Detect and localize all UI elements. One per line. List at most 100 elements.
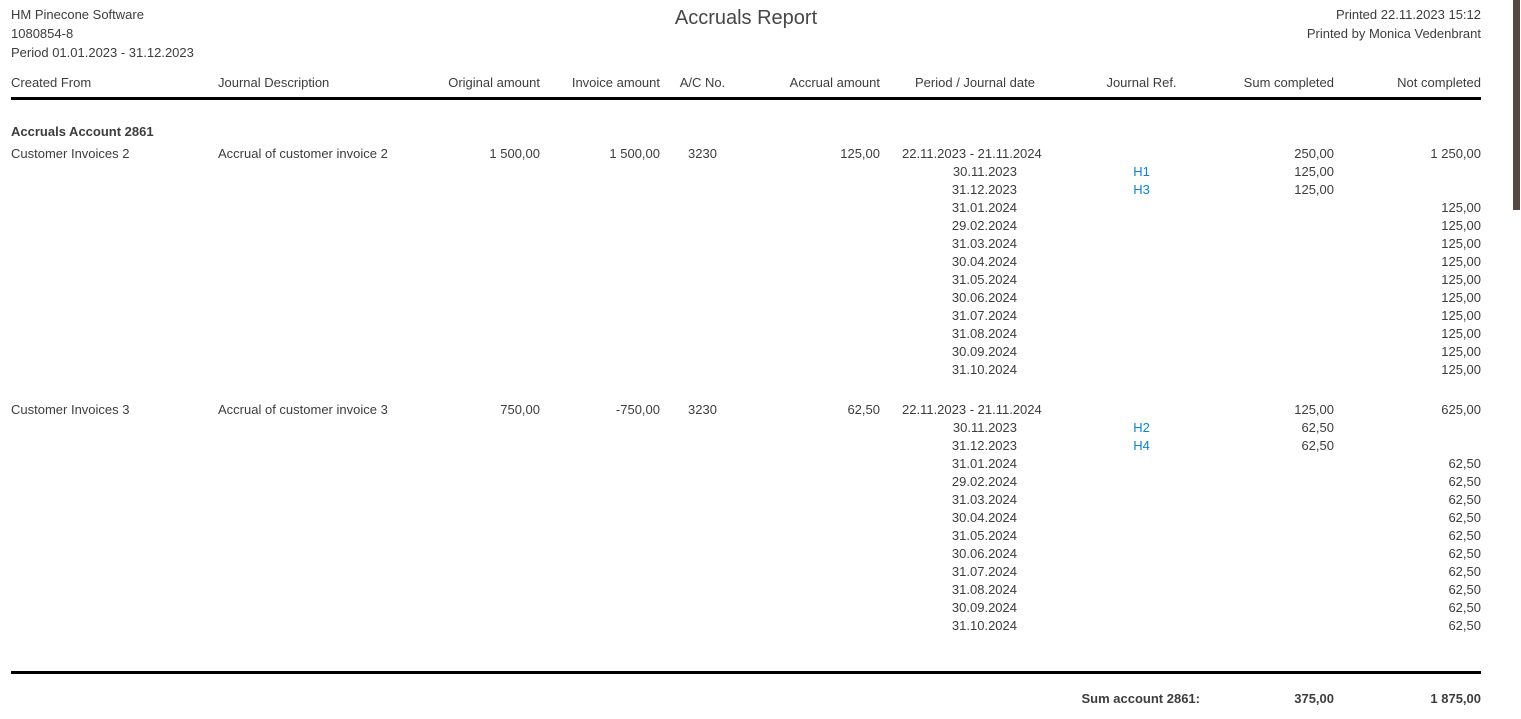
cell-journal-ref xyxy=(1078,199,1205,217)
cell-journal-description: Accrual of customer invoice 2 xyxy=(218,146,388,161)
cell-sum-completed xyxy=(1205,217,1334,235)
cell-original-amount: 1 500,00 xyxy=(489,146,540,161)
column-header-not-completed: Not completed xyxy=(1397,75,1481,90)
accrual-detail-row: 31.08.2024 62,50 xyxy=(11,581,1481,599)
column-header-created-from: Created From xyxy=(11,75,92,90)
cell-sum-completed xyxy=(1205,617,1334,635)
cell-sum-completed xyxy=(1205,563,1334,581)
accrual-detail-row: 30.11.2023 H2 62,50 xyxy=(11,419,1481,437)
journal-ref-link[interactable]: H4 xyxy=(1133,438,1150,453)
column-header-original-amount: Original amount xyxy=(448,75,540,90)
accrual-detail-row: 30.06.2024 62,50 xyxy=(11,545,1481,563)
accrual-detail-row: 31.07.2024 62,50 xyxy=(11,563,1481,581)
cell-sum-completed xyxy=(1205,325,1334,343)
cell-sum-completed xyxy=(1205,253,1334,271)
cell-spacer xyxy=(11,253,880,271)
cell-journal-ref xyxy=(1078,361,1205,379)
accrual-detail-row: 31.03.2024 125,00 xyxy=(11,235,1481,253)
accrual-detail-row: 31.01.2024 125,00 xyxy=(11,199,1481,217)
report-title: Accruals Report xyxy=(674,7,818,29)
journal-ref-link[interactable]: H1 xyxy=(1133,164,1150,179)
cell-journal-ref xyxy=(1078,545,1205,563)
sum-account-label: Sum account 2861: xyxy=(1081,691,1201,706)
cell-sum-completed: 125,00 xyxy=(1294,402,1334,417)
cell-journal-ref: H3 xyxy=(1078,181,1205,199)
journal-ref-link[interactable]: H2 xyxy=(1133,420,1150,435)
cell-journal-ref xyxy=(1078,401,1205,419)
cell-journal-date: 31.05.2024 xyxy=(951,272,1017,287)
accrual-detail-row: 30.11.2023 H1 125,00 xyxy=(11,163,1481,181)
accrual-detail-row: 30.06.2024 125,00 xyxy=(11,289,1481,307)
cell-not-completed: 125,00 xyxy=(1441,362,1481,377)
cell-not-completed: 125,00 xyxy=(1441,218,1481,233)
report-rows: Customer Invoices 2 Accrual of customer i… xyxy=(11,145,1481,635)
cell-journal-ref xyxy=(1078,217,1205,235)
cell-journal-date: 30.11.2023 xyxy=(952,164,1017,179)
cell-not-completed xyxy=(1334,163,1481,181)
accrual-detail-row: 31.12.2023 H3 125,00 xyxy=(11,181,1481,199)
cell-spacer xyxy=(11,343,880,361)
cell-journal-ref xyxy=(1078,491,1205,509)
column-header-invoice-amount: Invoice amount xyxy=(571,75,660,90)
cell-not-completed xyxy=(1334,437,1481,455)
cell-journal-ref: H1 xyxy=(1078,163,1205,181)
vertical-scrollbar-thumb[interactable] xyxy=(1513,0,1520,210)
cell-sum-completed xyxy=(1205,199,1334,217)
cell-journal-ref xyxy=(1078,473,1205,491)
cell-spacer xyxy=(11,271,880,289)
cell-journal-date: 30.04.2024 xyxy=(951,510,1017,525)
cell-journal-date: 30.06.2024 xyxy=(951,546,1017,561)
cell-not-completed: 62,50 xyxy=(1448,510,1481,525)
cell-ac-no: 3230 xyxy=(688,402,717,417)
cell-spacer xyxy=(11,527,880,545)
cell-journal-ref: H4 xyxy=(1078,437,1205,455)
cell-not-completed: 62,50 xyxy=(1448,474,1481,489)
cell-spacer xyxy=(11,235,880,253)
accrual-detail-row: 29.02.2024 125,00 xyxy=(11,217,1481,235)
cell-invoice-amount: 1 500,00 xyxy=(609,146,660,161)
cell-sum-completed xyxy=(1205,361,1334,379)
cell-sum-completed xyxy=(1205,455,1334,473)
cell-not-completed: 62,50 xyxy=(1448,582,1481,597)
cell-journal-date: 30.06.2024 xyxy=(951,290,1017,305)
cell-not-completed: 125,00 xyxy=(1441,308,1481,323)
report-content: HM Pinecone Software 1080854-8 Period 01… xyxy=(11,0,1481,708)
footer-divider-line xyxy=(11,671,1481,674)
cell-sum-completed xyxy=(1205,527,1334,545)
cell-sum-completed xyxy=(1205,473,1334,491)
table-header-row: Created From Journal Description Origina… xyxy=(11,74,1481,92)
section-title-accruals-account: Accruals Account 2861 xyxy=(11,124,154,139)
cell-not-completed: 62,50 xyxy=(1448,492,1481,507)
header-divider-line xyxy=(11,97,1481,100)
cell-journal-date: 30.04.2024 xyxy=(951,254,1017,269)
cell-period-range: 22.11.2023 - 21.11.2024 xyxy=(902,402,1042,417)
cell-spacer xyxy=(11,437,880,455)
report-period: Period 01.01.2023 - 31.12.2023 xyxy=(11,45,194,60)
cell-journal-date: 31.03.2024 xyxy=(951,236,1017,251)
company-name: HM Pinecone Software xyxy=(11,7,144,22)
accrual-detail-row: 30.04.2024 62,50 xyxy=(11,509,1481,527)
cell-spacer xyxy=(11,599,880,617)
cell-journal-date: 31.10.2024 xyxy=(951,618,1017,633)
cell-not-completed: 62,50 xyxy=(1448,456,1481,471)
cell-spacer xyxy=(11,563,880,581)
cell-not-completed: 125,00 xyxy=(1441,200,1481,215)
column-header-accrual-amount: Accrual amount xyxy=(789,75,880,90)
cell-sum-completed: 125,00 xyxy=(1294,164,1334,179)
accrual-detail-row: 30.09.2024 62,50 xyxy=(11,599,1481,617)
accrual-detail-row: 31.05.2024 62,50 xyxy=(11,527,1481,545)
vertical-scrollbar-track[interactable] xyxy=(1513,0,1521,719)
accrual-detail-row: 31.10.2024 62,50 xyxy=(11,617,1481,635)
cell-not-completed: 1 250,00 xyxy=(1430,146,1481,161)
cell-created-from: Customer Invoices 2 xyxy=(11,146,130,161)
not-completed-total: 1 875,00 xyxy=(1430,691,1481,706)
journal-ref-link[interactable]: H3 xyxy=(1133,182,1150,197)
cell-not-completed: 125,00 xyxy=(1441,236,1481,251)
cell-journal-date: 30.09.2024 xyxy=(951,600,1017,615)
cell-invoice-amount: -750,00 xyxy=(615,402,660,417)
accrual-detail-row: 31.10.2024 125,00 xyxy=(11,361,1481,379)
cell-spacer xyxy=(11,509,880,527)
cell-not-completed: 62,50 xyxy=(1448,564,1481,579)
cell-sum-completed xyxy=(1205,509,1334,527)
cell-sum-completed xyxy=(1205,599,1334,617)
